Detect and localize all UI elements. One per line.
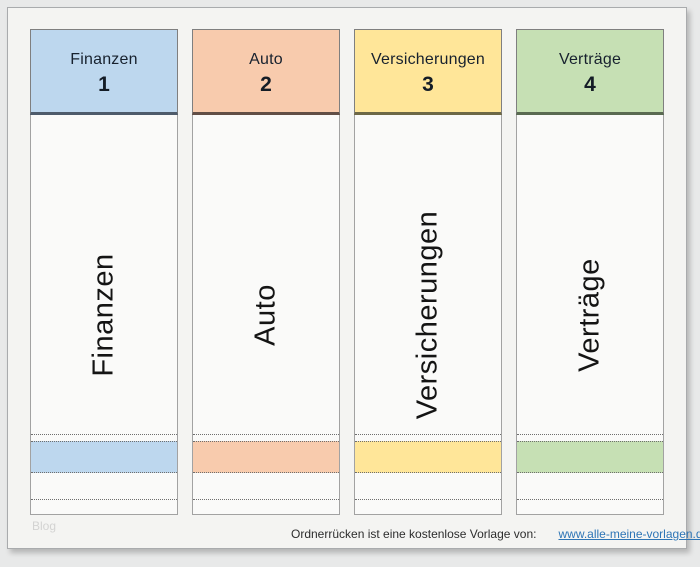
label-header: Finanzen 1 [30, 29, 178, 115]
labels-row: Finanzen 1 Finanzen Auto 2 Auto [8, 29, 686, 515]
label-body: Auto [192, 115, 340, 515]
color-stripe [31, 441, 177, 473]
dotted-separator-lower [355, 499, 501, 500]
dotted-separator-lower [31, 499, 177, 500]
folder-label: Finanzen 1 Finanzen [30, 29, 178, 515]
dotted-separator-upper [517, 434, 663, 435]
dotted-separator-upper [193, 434, 339, 435]
spine-text: Auto [249, 283, 282, 346]
template-sheet: Finanzen 1 Finanzen Auto 2 Auto [7, 7, 700, 549]
label-number: 1 [98, 73, 110, 96]
color-stripe [517, 441, 663, 473]
footer-credit-text: Ordnerrücken ist eine kostenlose Vorlage… [291, 527, 537, 541]
folder-label: Versicherungen 3 Versicherungen [354, 29, 502, 515]
label-body: Verträge [516, 115, 664, 515]
label-header: Versicherungen 3 [354, 29, 502, 115]
label-number: 4 [584, 73, 596, 96]
folder-label: Verträge 4 Verträge [516, 29, 664, 515]
label-number: 2 [260, 73, 272, 96]
dotted-separator-lower [193, 499, 339, 500]
spine-text: Verträge [573, 257, 606, 372]
spine-text: Versicherungen [411, 210, 444, 419]
label-header: Auto 2 [192, 29, 340, 115]
label-title: Verträge [558, 51, 622, 68]
label-header: Verträge 4 [516, 29, 664, 115]
watermark: Blog [32, 519, 57, 533]
footer-credit: Ordnerrücken ist eine kostenlose Vorlage… [291, 527, 700, 541]
folder-label: Auto 2 Auto [192, 29, 340, 515]
dotted-separator-lower [517, 499, 663, 500]
label-body: Finanzen [30, 115, 178, 515]
dotted-separator-upper [355, 434, 501, 435]
label-title: Finanzen [70, 51, 138, 68]
color-stripe [193, 441, 339, 473]
label-number: 3 [422, 73, 434, 96]
label-body: Versicherungen [354, 115, 502, 515]
label-title: Auto [249, 51, 283, 68]
spine-text: Finanzen [87, 252, 120, 377]
dotted-separator-upper [31, 434, 177, 435]
color-stripe [355, 441, 501, 473]
label-title: Versicherungen [371, 51, 485, 68]
footer-link[interactable]: www.alle-meine-vorlagen.de [558, 527, 700, 541]
